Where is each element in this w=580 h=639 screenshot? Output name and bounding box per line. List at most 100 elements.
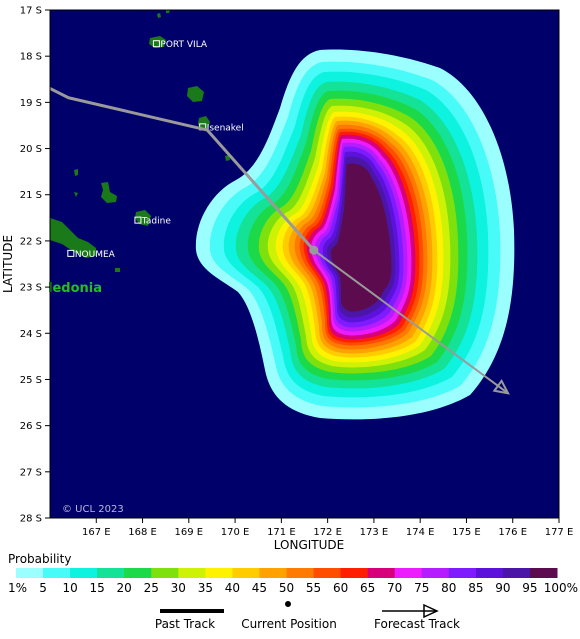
legend-swatch [259, 568, 287, 578]
map-frame [49, 9, 560, 519]
lat-tick-label: 21 S [20, 190, 42, 201]
legend-label: 15 [90, 581, 105, 595]
place-label: PORT VILA [160, 40, 208, 50]
lon-tick-label: 170 E [221, 527, 250, 538]
lat-tick-label: 20 S [20, 144, 42, 155]
lat-tick-label: 27 S [20, 467, 42, 478]
legend-swatch [43, 568, 71, 578]
lon-tick-label: 171 E [267, 527, 296, 538]
lon-tick-label: 168 E [128, 527, 157, 538]
place-marker [152, 40, 160, 48]
place-marker [134, 216, 142, 224]
forecast-track-key-label: Forecast Track [374, 617, 460, 631]
legend-swatch [16, 568, 44, 578]
legend-swatch [286, 568, 315, 578]
legend-swatch [340, 568, 369, 578]
island-ouvea [74, 169, 78, 197]
probability-labels: 1% 5 10 15 20 25 30 35 40 45 50 55 60 65 70 75 80 85 90 95 1… [8, 581, 578, 595]
island-pines [115, 268, 120, 272]
legend-swatch [232, 568, 260, 578]
lon-tick-label: 174 E [406, 527, 435, 538]
island-mare [135, 210, 151, 226]
legend-swatch [313, 568, 342, 578]
legend-swatch [367, 568, 396, 578]
legend-swatch [151, 568, 179, 578]
lat-tick-label: 18 S [20, 52, 42, 63]
legend-label: 95 [522, 581, 537, 595]
legend-label: 30 [171, 581, 186, 595]
island-erromango [187, 86, 204, 102]
lat-tick-label: 19 S [20, 98, 42, 109]
legend-label: 45 [252, 581, 267, 595]
legend-swatch [178, 568, 206, 578]
lat-tick-label: 22 S [20, 236, 42, 247]
lat-tick-label: 24 S [20, 329, 42, 340]
lat-tick-label: 28 S [20, 514, 42, 525]
lon-tick-label: 175 E [452, 527, 481, 538]
legend-swatch [448, 568, 477, 578]
lon-tick-label: 167 E [82, 527, 111, 538]
legend-swatch [124, 568, 152, 578]
legend-swatch [70, 568, 98, 578]
lat-tick-label: 25 S [20, 375, 42, 386]
track-key: Past Track Current Position Forecast Tra… [155, 601, 460, 631]
lon-tick-label: 169 E [175, 527, 204, 538]
place-label: Isenakel [207, 123, 244, 133]
longitude-axis: 167 E 168 E 169 E 170 E 171 E 172 E 173 E 174 E… [82, 518, 573, 538]
island-islets-north [157, 10, 170, 18]
probability-swath [195, 49, 515, 420]
storm-track [50, 87, 510, 395]
x-axis-title: LONGITUDE [274, 538, 344, 552]
lat-tick-label: 26 S [20, 421, 42, 432]
legend-label: 35 [198, 581, 213, 595]
lat-tick-label: 23 S [20, 283, 42, 294]
copyright-text: © UCL 2023 [62, 504, 124, 515]
legend-label: 100% [544, 581, 578, 595]
current-position-marker [309, 245, 319, 255]
island-lifou [101, 182, 117, 203]
region-label: ledonia [48, 281, 102, 296]
lon-tick-label: 172 E [313, 527, 342, 538]
legend-label: 75 [414, 581, 429, 595]
legend-label: 5 [39, 581, 47, 595]
legend-label: 50 [279, 581, 294, 595]
forecast-arrowhead [492, 379, 510, 395]
legend-swatch [502, 568, 531, 578]
lon-tick-label: 173 E [360, 527, 389, 538]
legend-label: 25 [144, 581, 159, 595]
legend-label: 10 [62, 581, 77, 595]
probability-color-bar [16, 568, 558, 578]
legend-label: 70 [387, 581, 402, 595]
legend-label: 80 [441, 581, 456, 595]
past-track-key-label: Past Track [155, 617, 215, 631]
legend-label: 65 [360, 581, 375, 595]
y-axis-title: LATITUDE [1, 235, 15, 293]
legend-swatch [475, 568, 504, 578]
lon-tick-label: 177 E [545, 527, 574, 538]
island-grande-terre [50, 218, 96, 258]
legend-label: 85 [468, 581, 483, 595]
forecast-track-line [313, 249, 509, 395]
current-position-key-label: Current Position [241, 617, 337, 631]
legend-title: Probability [8, 552, 71, 566]
place-label: NOUMEA [75, 250, 116, 260]
legend-swatch [421, 568, 450, 578]
current-position-key-dot [285, 601, 291, 607]
legend-label: 60 [333, 581, 348, 595]
lon-tick-label: 176 E [498, 527, 527, 538]
land-masses [50, 10, 230, 272]
past-track-line [50, 87, 315, 252]
legend-swatch [394, 568, 423, 578]
legend-swatch [97, 568, 125, 578]
legend-label: 90 [495, 581, 510, 595]
legend-label: 1% [8, 581, 27, 595]
legend-label: 20 [117, 581, 132, 595]
latitude-axis: 17 S 18 S 19 S 20 S 21 S 22 S 23 S 24 S 25 S 26 S… [20, 6, 50, 525]
place-marker [67, 249, 75, 257]
legend-label: 40 [225, 581, 240, 595]
legend-swatch [529, 568, 558, 578]
place-labels: PORT VILA Isenakel Tadine NOUMEA [67, 40, 244, 260]
lat-tick-label: 17 S [20, 6, 42, 17]
legend-swatch [205, 568, 233, 578]
